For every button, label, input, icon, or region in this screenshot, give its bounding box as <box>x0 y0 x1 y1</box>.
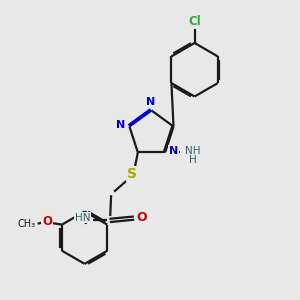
Text: N: N <box>169 146 178 156</box>
Text: CH₃: CH₃ <box>18 219 36 229</box>
Text: S: S <box>127 167 137 181</box>
Text: HN: HN <box>75 212 91 223</box>
Text: N: N <box>116 120 126 130</box>
Text: Cl: Cl <box>188 15 201 28</box>
Text: NH: NH <box>185 146 200 156</box>
Text: O: O <box>136 211 147 224</box>
Text: H: H <box>189 155 196 165</box>
Text: N: N <box>146 97 155 107</box>
Text: O: O <box>42 215 52 228</box>
